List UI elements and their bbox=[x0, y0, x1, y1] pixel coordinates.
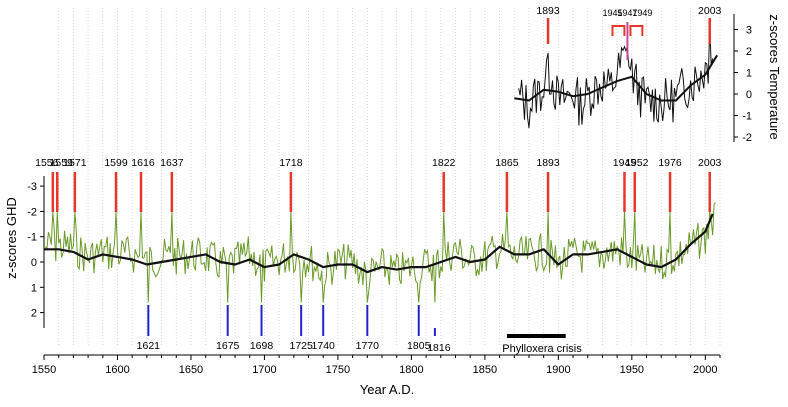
temperature-y-tick-label: -2 bbox=[742, 132, 752, 144]
warm-year-label-1599: 1599 bbox=[104, 157, 128, 169]
ghd-y-tick-label: 1 bbox=[31, 282, 37, 294]
inset-warm-label-2003: 2003 bbox=[698, 5, 722, 17]
temperature-y-tick-label: 1 bbox=[746, 68, 752, 80]
x-tick-label-1750: 1750 bbox=[326, 364, 350, 376]
warm-year-label-1945: 1945 bbox=[613, 157, 637, 169]
ghd-y-tick-label: 2 bbox=[31, 308, 37, 320]
x-tick-label-1700: 1700 bbox=[252, 364, 276, 376]
cold-year-label-1621: 1621 bbox=[137, 340, 161, 352]
warm-year-label-1559: 1559 bbox=[50, 157, 74, 169]
x-tick-label-1850: 1850 bbox=[473, 364, 497, 376]
temperature-annual-line bbox=[518, 25, 714, 129]
temperature-y-tick-label: 0 bbox=[746, 89, 752, 101]
x-tick-label-1900: 1900 bbox=[546, 364, 570, 376]
y-axis-label-temperature: z-scores Temperature bbox=[767, 14, 782, 139]
warm-year-label-1976: 1976 bbox=[658, 157, 682, 169]
ghd-annual-line bbox=[45, 202, 716, 303]
temperature-series bbox=[514, 25, 718, 129]
ghd-y-tick-label: -2 bbox=[27, 206, 37, 218]
cold-year-label-1725: 1725 bbox=[289, 340, 313, 352]
phylloxera-label: Phylloxera crisis bbox=[502, 343, 582, 355]
warm-year-label-1718: 1718 bbox=[279, 157, 303, 169]
inset-bracket-right bbox=[629, 25, 644, 36]
ghd-y-tick-label: -3 bbox=[27, 181, 37, 193]
inset-label-1947: 1947 bbox=[617, 8, 637, 18]
temperature-smoothed-line bbox=[514, 54, 718, 102]
warm-year-label-2003: 2003 bbox=[698, 157, 722, 169]
inset-label-1945: 1945 bbox=[602, 8, 622, 18]
inset-warm-label-1893: 1893 bbox=[536, 5, 560, 17]
cold-year-label-1740: 1740 bbox=[312, 340, 336, 352]
ghd-y-tick-label: -1 bbox=[27, 232, 37, 244]
cold-year-label-1675: 1675 bbox=[216, 340, 240, 352]
warm-year-label-1637: 1637 bbox=[160, 157, 184, 169]
x-axis-label: Year A.D. bbox=[360, 382, 414, 397]
x-tick-label-1950: 1950 bbox=[620, 364, 644, 376]
inset-bracket-left bbox=[611, 25, 626, 36]
warm-year-label-1952: 1952 bbox=[625, 157, 649, 169]
x-tick-label-1550: 1550 bbox=[32, 364, 56, 376]
warm-year-label-1616: 1616 bbox=[131, 157, 155, 169]
cold-year-label-1805: 1805 bbox=[407, 340, 431, 352]
warm-year-label-1556: 1556 bbox=[35, 157, 59, 169]
ghd-smoothed-line bbox=[44, 213, 714, 274]
warm-year-label-1571: 1571 bbox=[63, 157, 87, 169]
vertical-gridlines bbox=[58, 8, 721, 346]
temperature-y-tick-label: 3 bbox=[746, 25, 752, 37]
temperature-y-tick-label: -1 bbox=[742, 111, 752, 123]
ghd-axes: -3 -2 -1 0 1 2 1550 1600 1650 1700 1750 1800 1850 190… bbox=[27, 176, 721, 376]
inset-label-1949: 1949 bbox=[632, 8, 652, 18]
x-tick-label-2000: 2000 bbox=[693, 364, 717, 376]
warm-year-label-1893: 1893 bbox=[536, 157, 560, 169]
cold-year-label-1770: 1770 bbox=[356, 340, 380, 352]
x-tick-label-1600: 1600 bbox=[105, 364, 129, 376]
cold-year-label-1816: 1816 bbox=[427, 342, 451, 354]
ghd-y-tick-label: 0 bbox=[31, 257, 37, 269]
warm-year-label-1865: 1865 bbox=[495, 157, 519, 169]
cold-year-label-1698: 1698 bbox=[250, 340, 274, 352]
ghd-series bbox=[44, 202, 716, 303]
warm-year-label-1822: 1822 bbox=[432, 157, 456, 169]
temperature-y-tick-label: 2 bbox=[746, 46, 752, 58]
x-tick-label-1800: 1800 bbox=[399, 364, 423, 376]
y-axis-label-ghd: z-scores GHD bbox=[4, 197, 19, 279]
temperature-axes: -2 -1 0 1 2 3 bbox=[733, 14, 752, 144]
x-tick-label-1650: 1650 bbox=[179, 364, 203, 376]
